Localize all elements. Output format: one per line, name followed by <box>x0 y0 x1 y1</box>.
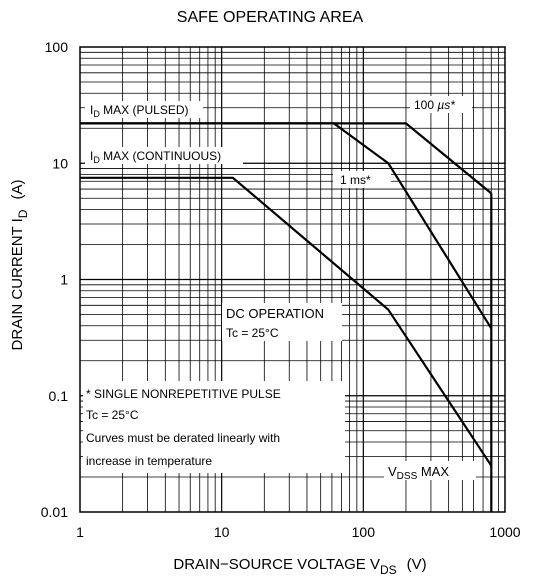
pulse-100us-label: 100 µs* <box>414 98 455 112</box>
y-axis-label-sub: D <box>16 209 30 218</box>
note-single-pulse: * SINGLE NONREPETITIVE PULSE <box>86 387 281 401</box>
x-axis-label-main: DRAIN−SOURCE VOLTAGE V <box>173 556 380 573</box>
pulsed-label-bg <box>85 101 203 118</box>
x-axis-label-sub: DS <box>380 563 397 577</box>
x-axis-label-unit: (V) <box>407 556 427 573</box>
note-derated: Curves must be derated linearly with <box>86 431 280 445</box>
tick-labels: 1 10 100 1000 100 10 1 0.1 0.01 <box>41 39 521 540</box>
curves <box>80 122 493 512</box>
chart-title: SAFE OPERATING AREA <box>177 9 364 26</box>
vdss-label-bg <box>384 461 476 480</box>
y-axis-label-unit: (A) <box>9 180 26 200</box>
ms1-label-bg <box>333 171 391 188</box>
id-max-pulsed-label: ID MAX (PULSED) <box>90 103 189 119</box>
y-tick-label: 100 <box>45 39 69 55</box>
series-dc-operation-tc-25-c-line <box>80 176 493 467</box>
dc-temperature-label: Tc = 25°C <box>226 326 279 340</box>
x-axis-label: DRAIN−SOURCE VOLTAGE VDS (V) <box>173 556 426 577</box>
pulse-1ms-label: 1 ms* <box>340 173 371 187</box>
x-tick-label: 100 <box>352 524 376 540</box>
y-tick-label: 1 <box>60 272 68 288</box>
plot-frame <box>79 46 506 513</box>
x-tick-label: 10 <box>214 524 230 540</box>
y-tick-label: 0.01 <box>41 504 68 520</box>
x-tick-label: 1000 <box>489 524 520 540</box>
id-max-continuous-label: ID MAX (CONTINUOUS) <box>90 149 221 165</box>
us100-label-bg <box>410 96 472 113</box>
x-tick-label: 1 <box>76 524 84 540</box>
vdss-max-label: VDSS MAX <box>388 464 449 482</box>
series-1-ms-line <box>80 122 493 329</box>
note-bg <box>83 381 345 473</box>
note-tc: Tc = 25°C <box>86 408 139 422</box>
y-axis-label-main: DRAIN CURRENT I <box>9 218 26 350</box>
continuous-label-bg <box>85 147 243 164</box>
dc-label-bg <box>222 303 342 341</box>
annotations: ID MAX (PULSED) ID MAX (CONTINUOUS) 100 … <box>83 96 476 482</box>
dc-operation-label: DC OPERATION <box>226 306 324 321</box>
y-tick-label: 0.1 <box>49 388 69 404</box>
y-tick-label: 10 <box>52 155 68 171</box>
note-temperature: increase in temperature <box>86 454 212 468</box>
y-axis-label: DRAIN CURRENT ID (A) <box>9 180 30 351</box>
